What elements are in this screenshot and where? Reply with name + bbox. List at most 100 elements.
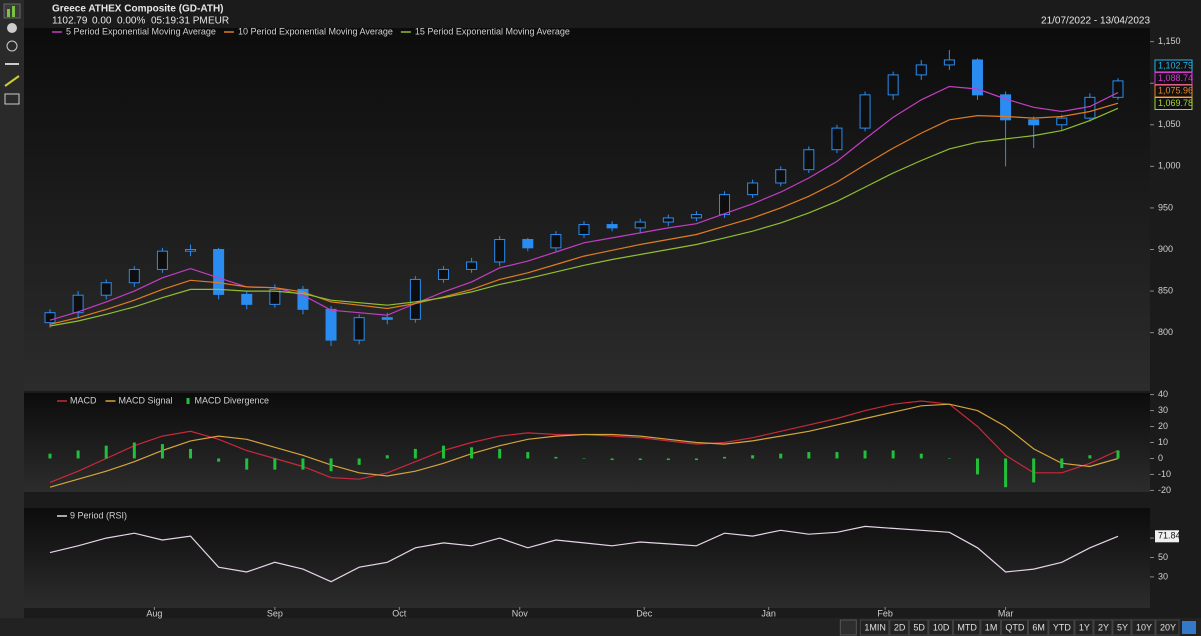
range-button-frame[interactable] — [859, 619, 890, 636]
candle-body — [437, 268, 449, 280]
x-tick-label: Dec — [636, 608, 653, 618]
range-button[interactable]: 1Y — [1079, 622, 1090, 632]
range-button[interactable]: 10Y — [1136, 622, 1152, 632]
legend-label: 9 Period (RSI) — [70, 510, 127, 520]
divergence-bar — [301, 458, 305, 470]
range-button[interactable]: 10D — [933, 622, 950, 632]
legend-label: MACD — [70, 395, 97, 405]
divergence-bar — [835, 452, 839, 459]
range-button-tool[interactable] — [839, 619, 857, 636]
divergence-bar — [526, 452, 530, 459]
range-button[interactable]: 5D — [913, 622, 925, 632]
range-button[interactable]: 2Y — [1098, 622, 1109, 632]
range-button-frame[interactable] — [1027, 619, 1049, 636]
range-button[interactable]: 5Y — [1117, 622, 1128, 632]
title: Greece ATHEX Composite (GD-ATH) — [52, 4, 224, 15]
range-button-frame[interactable] — [889, 619, 909, 636]
y-tick-label: 800 — [1158, 327, 1173, 337]
range-button-frame[interactable] — [980, 619, 1001, 636]
price-panel — [24, 28, 1150, 391]
macd-panel — [24, 393, 1150, 492]
range-button-frame[interactable] — [1048, 619, 1075, 636]
y-tick-label: 30 — [1158, 571, 1168, 581]
candle-body — [606, 224, 618, 229]
candle-body — [72, 294, 84, 314]
last-value-box — [1154, 97, 1193, 110]
divergence-bar — [1032, 458, 1036, 483]
candle-body — [269, 288, 281, 305]
range-button-frame[interactable] — [908, 619, 929, 636]
tool-info[interactable] — [7, 23, 17, 33]
divergence-bar — [975, 458, 979, 475]
tool-trend[interactable] — [4, 75, 20, 87]
divergence-bar — [666, 458, 670, 461]
divergence-bar — [48, 453, 52, 459]
range-button[interactable]: QTD — [1005, 622, 1024, 632]
candle-body — [128, 268, 140, 284]
x-tick-label: Aug — [146, 608, 162, 618]
legend-label: 10 Period Exponential Moving Average — [238, 26, 393, 36]
range-bar — [0, 618, 1201, 636]
candle-body — [859, 94, 871, 129]
divergence-bar — [891, 450, 895, 459]
legend-label: 5 Period Exponential Moving Average — [66, 26, 216, 36]
change: 0.00 — [92, 16, 112, 27]
last-value-label: 1,088.74 — [1158, 73, 1193, 83]
divergence-bar — [919, 453, 923, 459]
y-tick-label: 1,050 — [1158, 119, 1181, 129]
legend-label: MACD Divergence — [195, 395, 270, 405]
range-button[interactable]: 2D — [894, 622, 906, 632]
divergence-bar — [1004, 458, 1008, 488]
range-button-frame[interactable] — [1112, 619, 1132, 636]
candle-body — [578, 224, 590, 236]
range-button-frame[interactable] — [928, 619, 953, 636]
divergence-bar — [1060, 458, 1064, 469]
currency: EUR — [208, 16, 229, 27]
candle-body — [185, 248, 197, 252]
range-button-frame[interactable] — [1074, 619, 1094, 636]
range-button-frame[interactable] — [1131, 619, 1156, 636]
series-line — [49, 85, 1119, 321]
candle-body — [466, 261, 478, 270]
y-tick-label: -20 — [1158, 485, 1171, 495]
tool-crosshair[interactable] — [6, 40, 18, 52]
range-button[interactable]: YTD — [1053, 622, 1072, 632]
x-tick-label: Oct — [392, 608, 407, 618]
divergence-bar — [779, 453, 783, 459]
candle-body — [1112, 80, 1124, 98]
legend-swatch — [186, 398, 190, 404]
tool-icon — [7, 9, 10, 17]
legend-label: 15 Period Exponential Moving Average — [415, 26, 570, 36]
x-tick-label: Mar — [998, 608, 1014, 618]
tool-table[interactable] — [4, 93, 20, 105]
range-button-frame[interactable] — [1093, 619, 1113, 636]
range-button-frame[interactable] — [952, 619, 981, 636]
range-button-frame[interactable] — [1155, 619, 1180, 636]
divergence-bar — [413, 448, 417, 459]
rsi-panel — [24, 508, 1150, 608]
candle-body — [213, 248, 225, 295]
divergence-bar — [498, 448, 502, 459]
y-tick-label: 950 — [1158, 202, 1173, 212]
y-tick-label: 1,150 — [1158, 36, 1181, 46]
time: 05:19:31 PM — [151, 16, 208, 27]
range-button[interactable]: 20Y — [1160, 622, 1176, 632]
range-button-active[interactable] — [1182, 621, 1196, 634]
divergence-bar — [694, 458, 698, 461]
range-button[interactable]: 6M — [1032, 622, 1045, 632]
y-tick-label: 900 — [1158, 244, 1173, 254]
range-button[interactable]: 1M — [985, 622, 998, 632]
candle-body — [381, 317, 393, 320]
range-button[interactable]: 1MIN — [864, 622, 886, 632]
date-range: 21/07/2022 - 13/04/2023 — [1041, 16, 1150, 27]
series-line — [49, 102, 1119, 325]
series-line — [49, 525, 1119, 583]
x-tick-label: Sep — [267, 608, 283, 618]
divergence-bar — [104, 445, 108, 459]
candle-body — [353, 317, 365, 341]
candle-body — [409, 278, 421, 320]
candle-body — [662, 217, 674, 223]
range-button-frame[interactable] — [1000, 619, 1028, 636]
range-button[interactable]: MTD — [957, 622, 977, 632]
